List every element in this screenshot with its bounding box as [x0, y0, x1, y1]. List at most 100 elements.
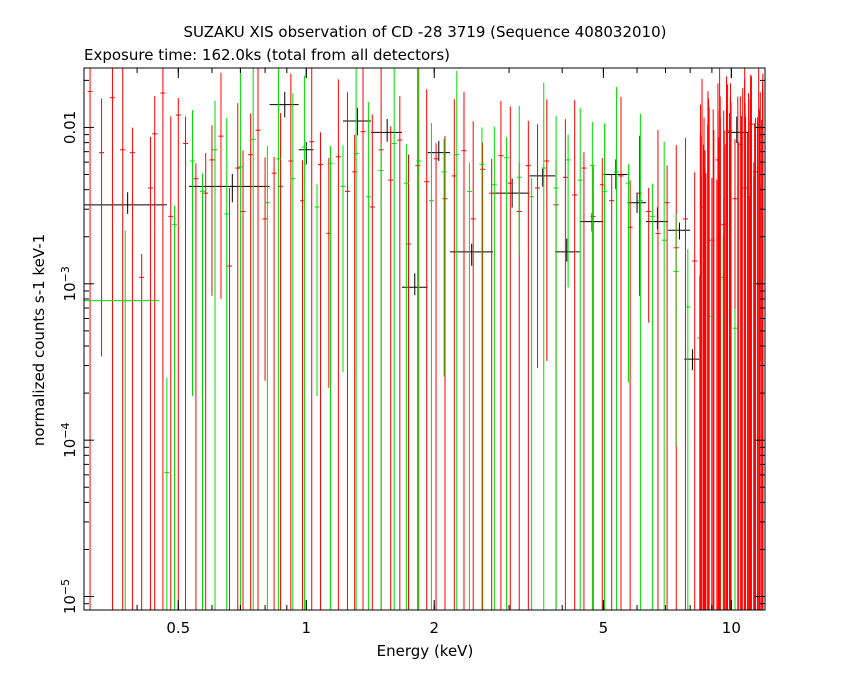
data-point	[84, 192, 167, 214]
data-point	[269, 91, 299, 118]
data-point	[235, 103, 241, 610]
data-point	[99, 98, 105, 357]
series-1-dense	[699, 68, 764, 610]
data-point	[603, 159, 628, 190]
data-point	[175, 98, 181, 610]
data-point	[248, 113, 254, 610]
data-point	[160, 68, 166, 610]
chart-subtitle: Exposure time: 162.0ks (total from all d…	[84, 46, 450, 64]
data-point	[403, 143, 409, 610]
data-point	[599, 157, 605, 610]
data-point	[402, 273, 428, 296]
data-point	[433, 143, 439, 610]
data-point	[470, 121, 476, 610]
y-axis-label: normalized counts s-1 keV-1	[30, 234, 48, 446]
data-point	[685, 249, 691, 610]
data-point	[507, 106, 513, 610]
data-point	[614, 87, 620, 610]
data-point	[589, 121, 595, 610]
data-point	[577, 107, 583, 610]
data-point	[480, 142, 486, 610]
data-point	[655, 129, 661, 610]
data-point	[190, 110, 196, 397]
data-point	[397, 96, 403, 610]
data-point	[525, 120, 531, 610]
data-point	[340, 145, 346, 373]
data-point	[109, 68, 115, 610]
data-point	[275, 68, 281, 610]
data-point	[466, 162, 472, 610]
data-point	[442, 136, 448, 610]
data-point	[87, 68, 93, 610]
data-point	[391, 68, 397, 610]
data-point	[461, 91, 467, 610]
plot-frame	[83, 67, 766, 611]
data-point	[218, 72, 224, 299]
x-tick-label: 1	[301, 619, 311, 637]
data-point	[541, 82, 547, 610]
data-point	[264, 145, 270, 610]
data-point	[139, 254, 145, 610]
data-point	[298, 142, 314, 165]
data-point	[661, 141, 667, 610]
data-point	[212, 100, 218, 610]
x-axis-label: Energy (keV)	[377, 642, 474, 660]
series-layer	[84, 68, 764, 610]
data-point	[649, 183, 655, 610]
data-point	[360, 68, 366, 610]
y-tick-label: 10−3	[59, 266, 79, 301]
data-point	[353, 68, 359, 610]
data-point	[504, 137, 510, 610]
data-point	[535, 124, 541, 369]
data-point	[451, 99, 457, 610]
data-point	[627, 192, 647, 214]
data-point	[555, 238, 580, 262]
data-point	[544, 99, 550, 362]
data-point	[120, 68, 126, 610]
data-point	[498, 100, 504, 610]
data-point	[553, 115, 559, 610]
data-point	[572, 100, 578, 610]
x-tick-label: 0.5	[166, 619, 190, 637]
data-point	[378, 144, 384, 610]
data-point	[168, 116, 174, 610]
data-point	[203, 152, 209, 610]
data-point	[581, 152, 587, 610]
data-point	[290, 93, 296, 610]
data-point	[415, 68, 421, 610]
data-point	[529, 178, 535, 610]
data-point	[529, 168, 556, 187]
data-point	[636, 135, 642, 296]
data-point	[479, 127, 485, 610]
data-point	[255, 68, 261, 610]
data-point	[129, 127, 135, 610]
y-tick-label: 0.01	[61, 111, 79, 144]
data-point	[601, 123, 607, 610]
data-point	[590, 166, 596, 610]
data-point	[565, 134, 571, 288]
data-point	[172, 205, 178, 610]
data-point	[609, 174, 615, 610]
data-point	[240, 150, 246, 610]
series-1	[87, 68, 763, 610]
data-point	[692, 172, 698, 610]
data-point	[317, 132, 323, 610]
data-point	[562, 119, 568, 610]
data-point	[646, 207, 669, 230]
data-point	[344, 92, 350, 610]
data-point	[684, 349, 701, 371]
data-point	[646, 187, 652, 323]
data-point	[626, 164, 632, 383]
data-point	[164, 377, 170, 610]
data-point	[262, 157, 268, 381]
data-point	[250, 68, 256, 610]
data-point	[454, 70, 460, 610]
data-point	[370, 118, 403, 142]
data-point	[335, 79, 341, 610]
x-tick-label: 5	[599, 619, 609, 637]
data-point	[668, 222, 691, 240]
data-point	[147, 137, 153, 610]
chart-title: SUZAKU XIS observation of CD -28 3719 (S…	[183, 23, 666, 41]
data-point	[491, 126, 497, 610]
